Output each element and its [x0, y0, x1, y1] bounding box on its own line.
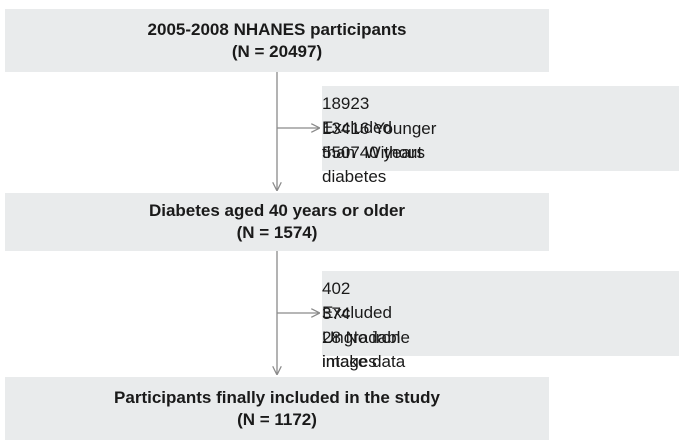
exclusion-2-item-label: No iron intake data: [322, 328, 406, 371]
exclusion-1-item-row: 13416 Younger than 40 years: [322, 117, 464, 162]
exclusion-2-item-number: 374: [322, 304, 351, 323]
total-participants-box: 2005-2008 NHANES participants (N = 20497…: [5, 9, 549, 72]
diabetes-participants-count: (N = 1574): [236, 223, 318, 242]
exclusion-1-total-number: 18923: [322, 94, 370, 113]
exclusion-2-total-row: 402 Excluded: [322, 277, 392, 322]
exclusion-2-item-row: 374 Ungradable images: [322, 302, 416, 371]
final-participants-title: Participants finally included in the stu…: [114, 387, 440, 407]
exclusion-2-total-label: Excluded: [322, 303, 392, 322]
exclusion-1-item-number: 13416: [322, 119, 370, 138]
total-participants-count: (N = 20497): [231, 41, 323, 61]
total-participants-title: 2005-2008 NHANES participants: [147, 19, 407, 39]
exclusion-2-item-number: 28: [322, 328, 341, 347]
final-participants-count: (N = 1172): [237, 409, 317, 429]
exclusion-1-item-label: Younger than 40 years: [322, 119, 437, 162]
exclusion-1-item-number: 5507: [322, 143, 360, 162]
final-participants-box: Participants finally included in the stu…: [5, 377, 549, 440]
exclusion-2-item-row: 28 No iron intake data: [322, 326, 416, 371]
exclusion-1-item-label: Without diabetes: [322, 143, 423, 186]
exclusion-2-item-label: Ungradable images: [322, 328, 410, 371]
exclusion-box-2: 402 Excluded 374 Ungradable images 28 No…: [322, 271, 679, 371]
diabetes-participants-box: Diabetes aged 40 years or older (N = 157…: [5, 193, 549, 251]
exclusion-2-total-number: 402: [322, 279, 351, 298]
exclusion-1-total-row: 18923 Excluded: [322, 92, 402, 137]
exclusion-1-item-row: 5507 Without diabetes: [322, 141, 464, 186]
exclusion-1-total-label: Excluded: [322, 118, 392, 137]
exclusion-box-1: 18923 Excluded 13416 Younger than 40 yea…: [322, 86, 679, 186]
diabetes-participants-title: Diabetes aged 40 years or older: [148, 201, 406, 220]
